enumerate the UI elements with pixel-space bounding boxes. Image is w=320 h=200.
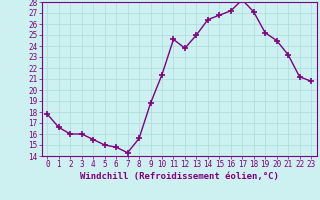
X-axis label: Windchill (Refroidissement éolien,°C): Windchill (Refroidissement éolien,°C) <box>80 172 279 181</box>
